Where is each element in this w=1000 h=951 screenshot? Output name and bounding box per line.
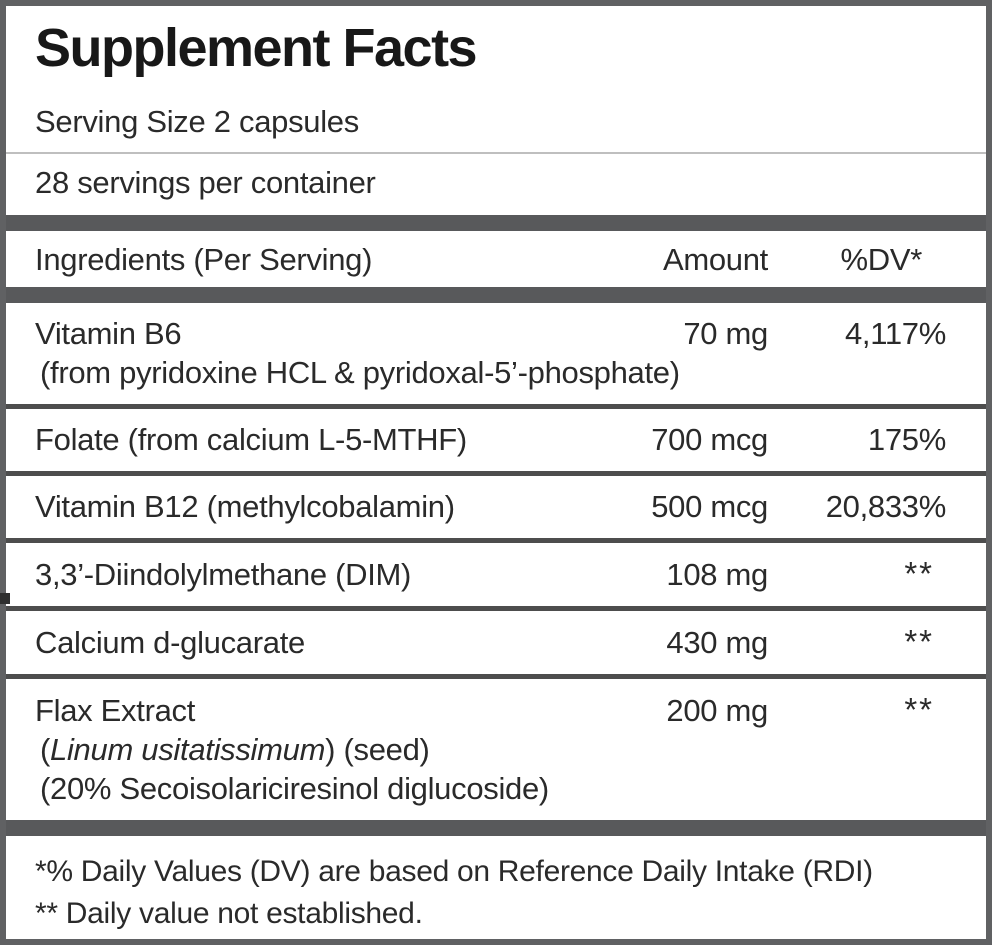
ingredient-name: Flax Extract <box>35 693 196 728</box>
ingredient-row: Vitamin B6 70 mg 4,117% (from pyridoxine HC… <box>6 303 986 404</box>
ingredient-row: Folate (from calcium L-5-MTHF) 700 mcg 175… <box>6 404 986 471</box>
ingredient-subtext: (from pyridoxine HCL & pyridoxal-5’-phos… <box>35 353 948 392</box>
ingredient-subtext-segment: ) (seed) <box>325 732 430 767</box>
separator-band-bottom <box>6 820 986 836</box>
serving-size-text: Serving Size 2 capsules <box>35 104 359 139</box>
ingredient-row-main: 3,3’-Diindolylmethane (DIM) 108 mg ** <box>35 555 948 594</box>
servings-per-container-text: 28 servings per container <box>35 165 376 200</box>
ingredient-row-main: Folate (from calcium L-5-MTHF) 700 mcg 175… <box>35 421 948 459</box>
ingredient-row-main: Calcium d-glucarate 430 mg ** <box>35 623 948 662</box>
column-header-amount: Amount <box>662 242 768 277</box>
ingredient-row-main: Flax Extract 200 mg ** <box>35 691 948 730</box>
ingredient-amount: 700 mcg <box>651 422 768 457</box>
ingredient-dv: ** <box>904 691 934 728</box>
ingredient-amount: 108 mg <box>666 557 768 592</box>
ingredients-table-header: Ingredients (Per Serving) Amount %DV* <box>6 231 986 287</box>
footnote-not-established: ** Daily value not established. <box>35 897 423 930</box>
ingredient-amount: 500 mcg <box>651 489 768 524</box>
ingredient-name: Vitamin B12 (methylcobalamin) <box>35 489 455 524</box>
column-header-ingredients: Ingredients (Per Serving) <box>35 242 373 277</box>
ingredient-row-main: Vitamin B12 (methylcobalamin) 500 mcg 20,8… <box>35 488 948 526</box>
column-header-dv: %DV* <box>840 242 923 277</box>
separator-band-top <box>6 215 986 231</box>
footnote-daily-values: *% Daily Values (DV) are based on Refere… <box>35 855 873 888</box>
ingredient-row: Flax Extract 200 mg ** (Linum usitatissimum… <box>6 674 986 820</box>
ingredient-dv: 4,117% <box>844 316 946 351</box>
ingredient-row: Calcium d-glucarate 430 mg ** <box>6 606 986 674</box>
ingredient-amount: 70 mg <box>683 316 768 351</box>
ingredient-subtext-segment: (from pyridoxine HCL & pyridoxal-5’-phos… <box>40 355 680 390</box>
ingredient-name: Vitamin B6 <box>35 316 182 351</box>
label-title: Supplement Facts <box>35 18 478 78</box>
ingredient-name: 3,3’-Diindolylmethane (DIM) <box>35 557 412 592</box>
ingredient-subtext-segment: (20% Secoisolariciresinol diglucoside) <box>40 771 549 806</box>
ingredient-name: Folate (from calcium L-5-MTHF) <box>35 422 467 457</box>
ingredient-dv: 20,833% <box>825 489 947 524</box>
print-artifact-mark <box>0 593 10 604</box>
ingredient-latin-name: Linum usitatissimum <box>50 732 326 767</box>
ingredient-subtext: (Linum usitatissimum) (seed) <box>35 730 948 769</box>
ingredient-amount: 200 mg <box>666 693 768 728</box>
ingredient-row: 3,3’-Diindolylmethane (DIM) 108 mg ** <box>6 538 986 606</box>
separator-band-header <box>6 287 986 303</box>
ingredient-subtext: (20% Secoisolariciresinol diglucoside) <box>35 769 948 808</box>
ingredient-name: Calcium d-glucarate <box>35 625 305 660</box>
ingredient-dv: ** <box>904 555 934 592</box>
ingredient-row: Vitamin B12 (methylcobalamin) 500 mcg 20,8… <box>6 471 986 538</box>
ingredient-dv: ** <box>904 623 934 660</box>
footnotes: *% Daily Values (DV) are based on Refere… <box>6 836 986 939</box>
ingredient-row-main: Vitamin B6 70 mg 4,117% <box>35 315 948 353</box>
ingredient-subtext-segment: ( <box>40 732 51 767</box>
ingredient-dv: 175% <box>867 422 946 457</box>
serving-divider-hairline <box>6 152 986 154</box>
ingredient-amount: 430 mg <box>666 625 768 660</box>
ingredients-table: Vitamin B6 70 mg 4,117% (from pyridoxine HC… <box>6 303 986 820</box>
